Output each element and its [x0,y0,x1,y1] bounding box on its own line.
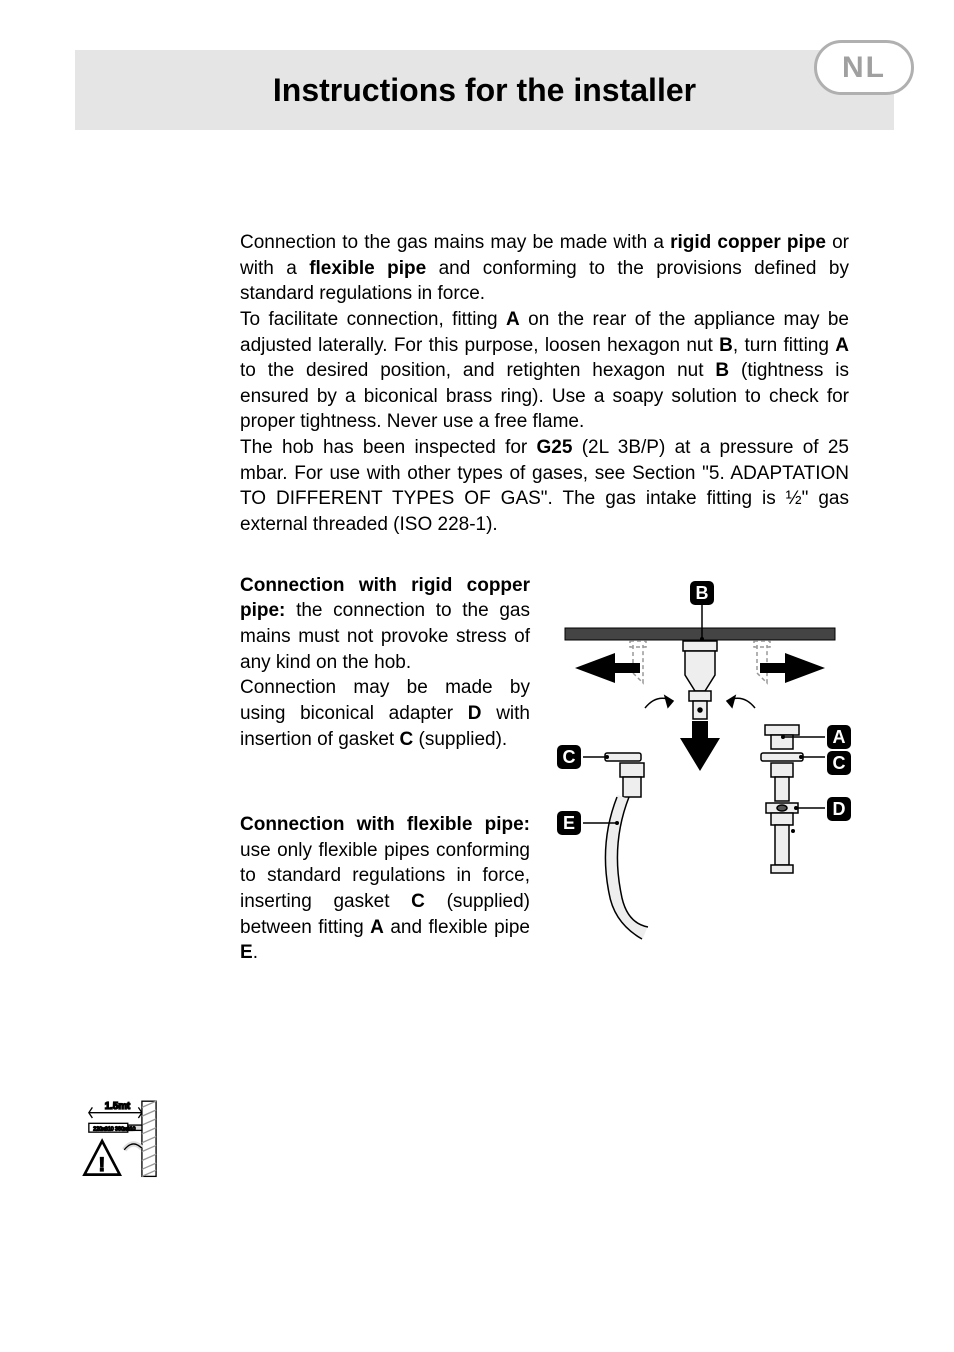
bold-text: B [719,335,733,356]
text: . [253,942,258,963]
text: To facilitate connection, fitting [240,309,506,330]
bold-text: rigid copper pipe [670,232,826,253]
bold-text: A [506,309,520,330]
text: to the desired position, and retighten h… [240,360,715,381]
length-label: 1.5mt [105,1101,131,1112]
diagram-label-c-right: C [833,753,846,773]
page-header: Instructions for the installer NL [0,0,954,150]
flexible-pipe-text: Connection with flexible pipe: use only … [240,812,530,966]
footer-icon-area: 1.5mt 220x610 380x410 [0,1046,954,1221]
bold-text: A [370,917,384,938]
rigid-pipe-text2: Connection may be made by using biconica… [240,675,530,752]
text: (supplied). [413,729,507,750]
intro-paragraphs: Connection to the gas mains may be made … [240,230,849,538]
header-title: Instructions for the installer [273,72,696,109]
main-content: Connection to the gas mains may be made … [0,150,954,1046]
flexible-pipe-block: Connection with flexible pipe: use only … [240,812,530,966]
text: Connection to the gas mains may be made … [240,232,670,253]
text: , turn fitting [733,335,835,356]
diagram-label-c-left: C [563,747,576,767]
bold-text: G25 [537,437,573,458]
length-warning-icon: 1.5mt 220x610 380x410 [80,1096,195,1186]
two-column-section: Connection with rigid copper pipe: the c… [240,573,849,1026]
bold-text: C [399,729,413,750]
left-column: Connection with rigid copper pipe: the c… [240,573,530,1026]
flexible-heading: Connection with flexible pipe: [240,814,530,835]
diagram-label-d: D [833,799,846,819]
country-badge: NL [814,40,914,95]
intro-p3: The hob has been inspected for G25 (2L 3… [240,435,849,538]
bold-text: C [411,891,425,912]
rigid-pipe-text: Connection with rigid copper pipe: the c… [240,573,530,676]
right-column: B A C D C E [545,573,855,1026]
intro-p2: To facilitate connection, fitting A on t… [240,307,849,435]
bold-text: flexible pipe [309,258,426,279]
rigid-pipe-block: Connection with rigid copper pipe: the c… [240,573,530,752]
bold-text: B [715,360,729,381]
text: The hob has been inspected for [240,437,537,458]
diagram-label-b: B [696,583,709,603]
country-badge-text: NL [842,51,886,85]
diagram-label-a: A [833,727,846,747]
bold-text: E [240,942,253,963]
bold-text: D [468,703,482,724]
diagram-label-e: E [563,813,575,833]
svg-text:!: ! [99,1154,105,1176]
connection-diagram: B A C D C E [545,573,855,943]
text: and flexible pipe [384,917,530,938]
bold-text: A [835,335,849,356]
svg-text:220x610 380x410: 220x610 380x410 [93,1126,135,1132]
intro-p1: Connection to the gas mains may be made … [240,230,849,307]
header-title-bar: Instructions for the installer [75,50,894,130]
